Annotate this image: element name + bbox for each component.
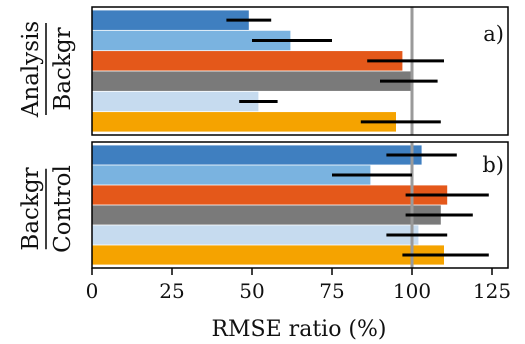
bar-a-4	[92, 71, 412, 91]
x-tick-label: 50	[239, 279, 264, 303]
panel-b: b) Backgr Control	[18, 141, 509, 269]
panel-frame-a	[91, 6, 509, 136]
bar-a-3	[92, 51, 403, 71]
x-tick-label: 125	[473, 279, 511, 303]
x-tick-label: 0	[86, 279, 99, 303]
panel-label-a: a)	[483, 22, 504, 46]
panel-label-b: b)	[482, 153, 504, 177]
bar-a-2	[92, 30, 291, 51]
panel-a: a) Analysis Backgr	[18, 6, 509, 136]
x-tick-label: 25	[159, 279, 184, 303]
x-tick-label: 75	[319, 279, 344, 303]
ylabel-denominator: Backgr	[50, 27, 76, 110]
bar-b-2	[92, 165, 371, 185]
bar-b-1	[92, 145, 422, 165]
bar-b-3	[92, 185, 448, 205]
bar-b-5	[92, 225, 419, 245]
ylabel-numerator: Analysis	[18, 21, 44, 118]
x-axis: 0 25 50 75 100 125	[86, 268, 511, 303]
bar-b-6	[92, 245, 444, 265]
y-axis-fraction-b: Backgr Control	[18, 165, 76, 253]
bar-a-5	[92, 91, 259, 112]
x-axis-title: RMSE ratio (%)	[211, 317, 386, 342]
bar-b-4	[92, 205, 441, 225]
bar-a-1	[92, 10, 249, 30]
ylabel-denominator: Control	[50, 165, 76, 253]
bar-a-6	[92, 112, 396, 132]
x-tick-label: 100	[393, 279, 431, 303]
panel-frame-b	[91, 141, 509, 269]
y-axis-fraction-a: Analysis Backgr	[18, 21, 76, 118]
ylabel-numerator: Backgr	[18, 167, 44, 250]
